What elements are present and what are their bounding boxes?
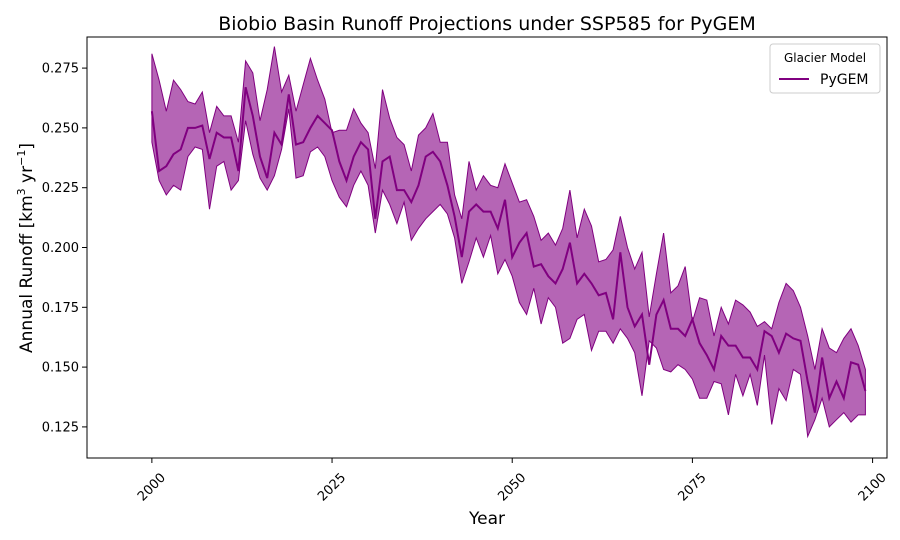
x-tick-label: 2050 (495, 470, 529, 504)
legend-box (769, 43, 881, 94)
y-tick-label: 0.125 (42, 420, 79, 435)
y-tick-label: 0.200 (42, 241, 79, 256)
mean-line-pygem (150, 86, 867, 413)
x-tick-label: 2100 (856, 470, 890, 504)
x-tick-label: 2075 (675, 470, 709, 504)
chart-title: Biobio Basin Runoff Projections under SS… (218, 13, 756, 35)
x-axis-label: Year (468, 509, 505, 529)
y-tick-label: 0.175 (42, 301, 79, 316)
y-axis-label: Annual Runoff [km3 yr−1] (15, 143, 37, 353)
x-axis: 2000 2025 2050 2075 2100 (135, 458, 890, 505)
y-axis: 0.125 0.150 0.175 0.200 0.225 0.250 0.275 (42, 62, 87, 435)
legend-label-pygem: PyGEM (820, 72, 869, 88)
y-tick-label: 0.250 (42, 121, 79, 136)
legend: Glacier Model PyGEM (769, 43, 881, 94)
y-tick-label: 0.150 (42, 361, 79, 376)
y-tick-label: 0.275 (42, 62, 79, 77)
plot-area (150, 46, 867, 439)
x-tick-label: 2000 (135, 470, 169, 504)
y-tick-label: 0.225 (42, 181, 79, 196)
legend-title: Glacier Model (784, 51, 866, 65)
range-band (151, 46, 866, 439)
x-tick-label: 2025 (315, 470, 349, 504)
